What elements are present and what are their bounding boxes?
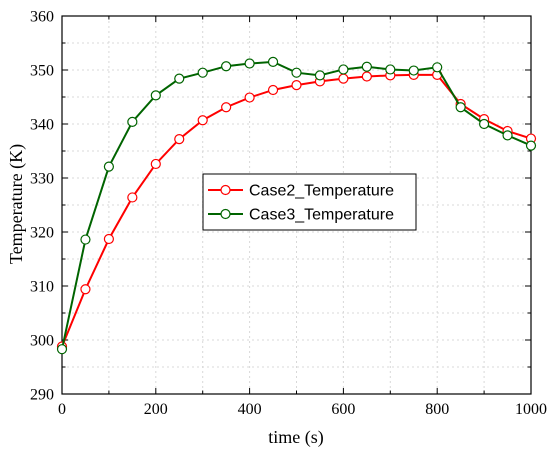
series-1-point bbox=[338, 73, 349, 84]
series-1-point bbox=[174, 134, 185, 145]
series-1-point bbox=[291, 80, 302, 91]
series-1-point bbox=[197, 115, 208, 126]
x-axis-label: time (s) bbox=[268, 427, 324, 448]
x-tick-label: 600 bbox=[331, 401, 355, 418]
series bbox=[56, 56, 537, 355]
series-2-point bbox=[80, 234, 91, 245]
series-1-point bbox=[361, 71, 372, 82]
series-2-point bbox=[408, 65, 419, 76]
y-tick-label: 360 bbox=[30, 9, 54, 26]
series-1-point bbox=[150, 158, 161, 170]
series-2-point bbox=[103, 161, 115, 172]
series-2-point bbox=[525, 140, 537, 151]
x-tick-label: 1000 bbox=[515, 401, 547, 418]
series-2-point bbox=[432, 62, 443, 73]
series-2-point bbox=[127, 116, 138, 127]
series-1-point bbox=[80, 284, 91, 295]
series-2-point bbox=[338, 64, 349, 75]
legend-box bbox=[202, 173, 417, 231]
series-2-point bbox=[174, 73, 185, 84]
series-2-point bbox=[361, 61, 372, 72]
series-2-point bbox=[314, 70, 326, 81]
x-tick-label: 400 bbox=[238, 401, 262, 418]
series-2-point bbox=[385, 64, 396, 75]
series-2-point bbox=[291, 67, 302, 78]
y-tick-label: 340 bbox=[30, 117, 54, 134]
series-2-point bbox=[197, 67, 208, 78]
series-2-point bbox=[221, 61, 232, 72]
y-tick-label: 330 bbox=[30, 171, 54, 188]
x-tick-label: 800 bbox=[425, 401, 449, 418]
legend: Case2_Temperature Case3_Temperature bbox=[202, 173, 417, 231]
y-axis-label: Temperature (K) bbox=[6, 144, 27, 264]
y-tick-label: 300 bbox=[30, 333, 54, 350]
x-tick-label: 0 bbox=[58, 401, 66, 418]
series-1-point bbox=[103, 233, 115, 245]
y-tick-label: 320 bbox=[30, 225, 54, 242]
legend-label-1: Case2_Temperature bbox=[249, 183, 394, 200]
legend-label-2: Case3_Temperature bbox=[249, 207, 394, 224]
series-2-point bbox=[56, 344, 68, 355]
series-2-point bbox=[244, 58, 255, 69]
series-2-point bbox=[150, 90, 161, 101]
legend-marker-2 bbox=[220, 208, 231, 220]
series-2-point bbox=[267, 56, 279, 68]
y-tick-label: 290 bbox=[30, 387, 54, 404]
y-tick-label: 350 bbox=[30, 63, 54, 80]
series-2-point bbox=[502, 130, 513, 141]
series-1-point bbox=[127, 192, 138, 203]
series-1-point bbox=[244, 92, 255, 103]
series-2-point bbox=[479, 118, 490, 130]
series-1-point bbox=[221, 102, 232, 113]
axes: 0 200 400 600 800 1000 290 300 310 320 330 340 350 36… bbox=[30, 9, 547, 419]
x-tick-label: 200 bbox=[144, 401, 168, 418]
series-2-point bbox=[455, 102, 466, 113]
legend-marker-1 bbox=[220, 184, 231, 196]
series-1-point bbox=[267, 84, 279, 96]
y-tick-label: 310 bbox=[30, 279, 54, 296]
grid bbox=[62, 16, 531, 394]
